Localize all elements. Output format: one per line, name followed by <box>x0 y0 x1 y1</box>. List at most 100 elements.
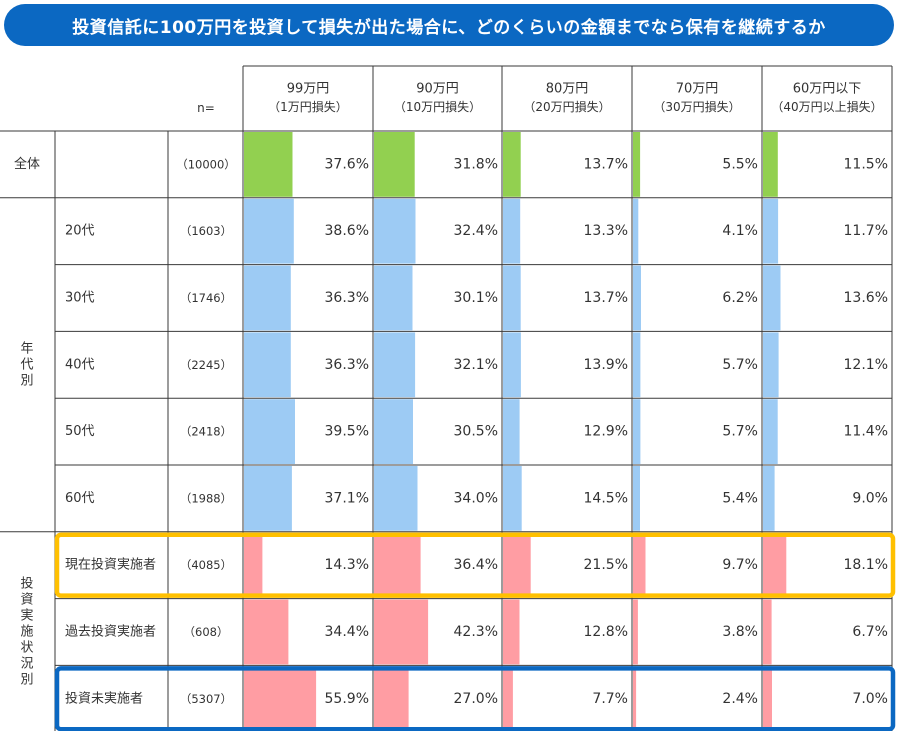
bar-30代-2 <box>503 265 521 331</box>
value-label: 9.7% <box>722 557 758 573</box>
page-title: 投資信託に100万円を投資して損失が出た場合に、どのくらいの金額までなら保有を継… <box>72 17 826 38</box>
group-label-char: 別 <box>20 673 33 688</box>
value-label: 7.0% <box>852 691 888 707</box>
value-label: 14.3% <box>325 557 369 573</box>
bar-全体-0 <box>244 132 293 197</box>
bar-投資未実施者-0 <box>244 666 317 731</box>
value-label: 5.7% <box>722 357 758 373</box>
row-n: （10000） <box>176 157 236 171</box>
column-header-line1: 70万円 <box>676 82 719 97</box>
group-label-char: 別 <box>20 373 33 388</box>
value-label: 18.1% <box>844 557 888 573</box>
value-label: 36.3% <box>325 357 369 373</box>
bar-60代-3 <box>633 466 640 531</box>
bar-30代-1 <box>374 265 413 331</box>
bar-全体-1 <box>374 132 415 197</box>
row-n: （1746） <box>180 291 232 305</box>
value-label: 3.8% <box>722 624 758 640</box>
value-label: 11.5% <box>844 156 888 172</box>
highlight-box-blue <box>54 666 896 731</box>
bar-30代-3 <box>633 265 641 331</box>
bar-50代-3 <box>633 399 641 464</box>
column-header-line1: 90万円 <box>416 82 459 97</box>
bar-現在投資実施者-4 <box>763 532 787 598</box>
value-label: 34.0% <box>454 490 498 506</box>
column-header-line2: （30万円損失） <box>653 99 740 114</box>
bar-投資未実施者-4 <box>763 666 772 731</box>
column-header-line2: （40万円以上損失） <box>771 99 882 114</box>
value-label: 7.7% <box>592 691 628 707</box>
bar-過去投資実施者-0 <box>244 599 289 665</box>
value-label: 32.1% <box>454 357 498 373</box>
bar-過去投資実施者-3 <box>633 599 638 665</box>
bar-20代-4 <box>763 198 779 264</box>
group-label-char: 実 <box>20 608 33 624</box>
bar-現在投資実施者-2 <box>503 532 531 598</box>
row-label: 30代 <box>65 291 95 306</box>
bar-20代-0 <box>244 198 294 264</box>
value-label: 27.0% <box>454 691 498 707</box>
value-label: 13.7% <box>584 290 628 306</box>
bar-50代-2 <box>503 399 520 464</box>
bar-30代-0 <box>244 265 291 331</box>
row-label: 20代 <box>65 224 95 239</box>
value-label: 38.6% <box>325 223 369 239</box>
value-label: 13.6% <box>844 290 888 306</box>
value-label: 39.5% <box>325 424 369 440</box>
value-label: 30.1% <box>454 290 498 306</box>
value-label: 37.1% <box>325 490 369 506</box>
value-label: 13.9% <box>584 357 628 373</box>
column-header-line2: （1万円損失） <box>268 99 348 114</box>
group-label-char: 代 <box>20 357 33 372</box>
group-label-char: 施 <box>20 625 33 640</box>
row-label: 40代 <box>65 357 95 372</box>
bar-50代-1 <box>374 399 413 464</box>
value-label: 32.4% <box>454 223 498 239</box>
row-label: 全体 <box>14 156 40 172</box>
value-label: 34.4% <box>325 624 369 640</box>
value-label: 13.7% <box>584 156 628 172</box>
bar-全体-3 <box>633 132 641 197</box>
bar-60代-4 <box>763 466 775 531</box>
value-label: 55.9% <box>325 691 369 707</box>
value-label: 9.0% <box>852 490 888 506</box>
value-label: 2.4% <box>722 691 758 707</box>
value-label: 42.3% <box>454 624 498 640</box>
bar-全体-2 <box>503 132 521 197</box>
value-label: 5.7% <box>722 424 758 440</box>
bar-60代-1 <box>374 466 418 531</box>
value-label: 36.4% <box>454 557 498 573</box>
value-label: 12.9% <box>584 424 628 440</box>
bar-過去投資実施者-2 <box>503 599 520 665</box>
row-n: （2418） <box>180 425 232 439</box>
row-label: 50代 <box>65 424 95 439</box>
row-n: （4085） <box>180 558 232 572</box>
bar-40代-2 <box>503 332 521 398</box>
column-header-line1: 99万円 <box>287 82 330 97</box>
row-label: 現在投資実施者 <box>65 557 156 573</box>
bar-投資未実施者-2 <box>503 666 513 731</box>
value-label: 5.5% <box>722 156 758 172</box>
bar-60代-0 <box>244 466 292 531</box>
row-label: 過去投資実施者 <box>65 624 156 640</box>
bar-40代-4 <box>763 332 779 398</box>
value-label: 37.6% <box>325 156 369 172</box>
column-header-line2: （10万円損失） <box>394 99 481 114</box>
value-label: 12.8% <box>584 624 628 640</box>
bar-40代-0 <box>244 332 291 398</box>
bar-40代-1 <box>374 332 416 398</box>
row-label: 60代 <box>65 491 95 506</box>
row-n: （608） <box>184 625 229 639</box>
row-n: （1988） <box>180 491 232 505</box>
title-banner: 投資信託に100万円を投資して損失が出た場合に、どのくらいの金額までなら保有を継… <box>4 4 894 46</box>
column-header-line1: 80万円 <box>546 82 589 97</box>
column-header-line2: （20万円損失） <box>523 99 610 114</box>
bar-40代-3 <box>633 332 641 398</box>
bar-現在投資実施者-3 <box>633 532 646 598</box>
value-label: 4.1% <box>722 223 758 239</box>
value-label: 6.2% <box>722 290 758 306</box>
value-label: 12.1% <box>844 357 888 373</box>
value-label: 5.4% <box>722 490 758 506</box>
group-label-char: 況 <box>20 657 33 672</box>
